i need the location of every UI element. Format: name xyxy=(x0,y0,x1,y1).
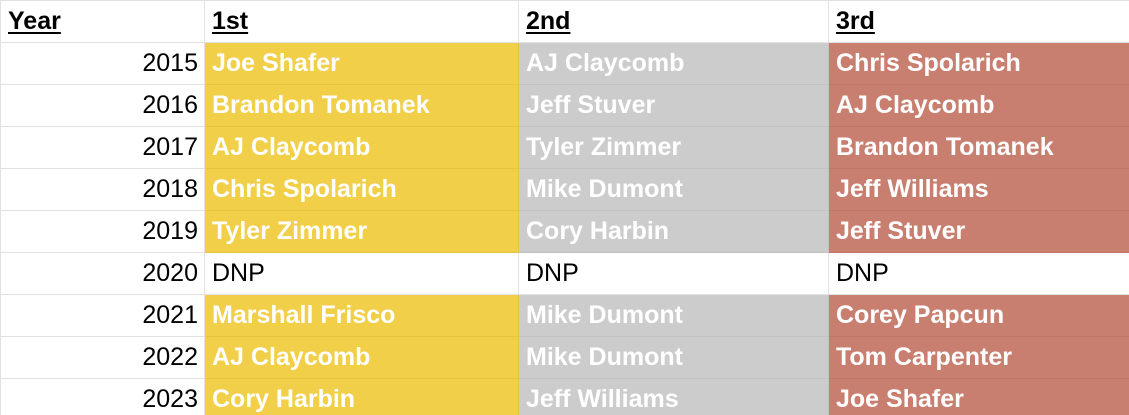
cell-first-place[interactable]: Marshall Frisco xyxy=(204,294,519,337)
table-row: 2021 Marshall Frisco Mike Dumont Corey P… xyxy=(0,294,1129,337)
cell-second-place[interactable]: AJ Claycomb xyxy=(518,42,829,85)
cell-third-place[interactable]: Jeff Williams xyxy=(828,168,1129,211)
cell-first-place[interactable]: Joe Shafer xyxy=(204,42,519,85)
cell-year[interactable]: 2018 xyxy=(0,168,205,211)
cell-third-place[interactable]: Brandon Tomanek xyxy=(828,126,1129,169)
cell-year[interactable]: 2019 xyxy=(0,210,205,253)
cell-first-place[interactable]: AJ Claycomb xyxy=(204,126,519,169)
table-row: 2020 DNP DNP DNP xyxy=(0,252,1129,295)
cell-year[interactable]: 2017 xyxy=(0,126,205,169)
cell-third-place[interactable]: Tom Carpenter xyxy=(828,336,1129,379)
cell-second-place[interactable]: Cory Harbin xyxy=(518,210,829,253)
cell-first-place[interactable]: Tyler Zimmer xyxy=(204,210,519,253)
header-row: Year 1st 2nd 3rd xyxy=(0,0,1129,43)
header-year[interactable]: Year xyxy=(0,0,205,43)
cell-third-place[interactable]: Joe Shafer xyxy=(828,378,1129,415)
cell-year[interactable]: 2016 xyxy=(0,84,205,127)
table-row: 2019 Tyler Zimmer Cory Harbin Jeff Stuve… xyxy=(0,210,1129,253)
cell-year[interactable]: 2021 xyxy=(0,294,205,337)
cell-second-place[interactable]: Jeff Stuver xyxy=(518,84,829,127)
cell-year[interactable]: 2020 xyxy=(0,252,205,295)
header-third-place[interactable]: 3rd xyxy=(828,0,1129,43)
table-row: 2016 Brandon Tomanek Jeff Stuver AJ Clay… xyxy=(0,84,1129,127)
cell-third-place[interactable]: DNP xyxy=(828,252,1129,295)
table-row: 2015 Joe Shafer AJ Claycomb Chris Spolar… xyxy=(0,42,1129,85)
cell-third-place[interactable]: Jeff Stuver xyxy=(828,210,1129,253)
cell-first-place[interactable]: Cory Harbin xyxy=(204,378,519,415)
cell-first-place[interactable]: Chris Spolarich xyxy=(204,168,519,211)
cell-year[interactable]: 2022 xyxy=(0,336,205,379)
cell-second-place[interactable]: Jeff Williams xyxy=(518,378,829,415)
table-row: 2022 AJ Claycomb Mike Dumont Tom Carpent… xyxy=(0,336,1129,379)
header-second-place[interactable]: 2nd xyxy=(518,0,829,43)
table-row: 2017 AJ Claycomb Tyler Zimmer Brandon To… xyxy=(0,126,1129,169)
cell-second-place[interactable]: Tyler Zimmer xyxy=(518,126,829,169)
table-row: 2018 Chris Spolarich Mike Dumont Jeff Wi… xyxy=(0,168,1129,211)
cell-second-place[interactable]: Mike Dumont xyxy=(518,294,829,337)
header-first-place[interactable]: 1st xyxy=(204,0,519,43)
cell-third-place[interactable]: Chris Spolarich xyxy=(828,42,1129,85)
cell-second-place[interactable]: Mike Dumont xyxy=(518,336,829,379)
cell-second-place[interactable]: Mike Dumont xyxy=(518,168,829,211)
cell-third-place[interactable]: Corey Papcun xyxy=(828,294,1129,337)
table-row: 2023 Cory Harbin Jeff Williams Joe Shafe… xyxy=(0,378,1129,415)
cell-third-place[interactable]: AJ Claycomb xyxy=(828,84,1129,127)
cell-first-place[interactable]: AJ Claycomb xyxy=(204,336,519,379)
cell-second-place[interactable]: DNP xyxy=(518,252,829,295)
cell-first-place[interactable]: Brandon Tomanek xyxy=(204,84,519,127)
cell-year[interactable]: 2015 xyxy=(0,42,205,85)
cell-first-place[interactable]: DNP xyxy=(204,252,519,295)
table-body: 2015 Joe Shafer AJ Claycomb Chris Spolar… xyxy=(0,42,1129,415)
cell-year[interactable]: 2023 xyxy=(0,378,205,415)
